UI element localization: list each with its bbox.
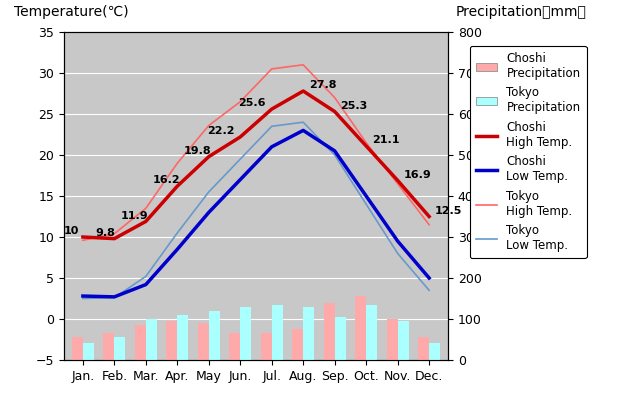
Text: 25.3: 25.3	[340, 101, 367, 111]
Legend: Choshi
Precipitation, Tokyo
Precipitation, Choshi
High Temp., Choshi
Low Temp., : Choshi Precipitation, Tokyo Precipitatio…	[470, 46, 586, 258]
Bar	[229, 333, 240, 360]
Text: Temperature(℃): Temperature(℃)	[14, 5, 129, 19]
Bar	[418, 338, 429, 360]
Bar	[103, 333, 115, 360]
Bar	[324, 302, 335, 360]
Text: 9.8: 9.8	[95, 228, 115, 238]
Bar	[303, 307, 314, 360]
Text: 21.1: 21.1	[372, 135, 399, 145]
Text: 27.8: 27.8	[308, 80, 336, 90]
Bar	[209, 311, 220, 360]
Bar	[115, 338, 125, 360]
Text: 16.9: 16.9	[403, 170, 431, 180]
Bar	[387, 319, 397, 360]
Bar	[335, 317, 346, 360]
Text: 10: 10	[63, 226, 79, 236]
Text: 16.2: 16.2	[152, 175, 180, 185]
Bar	[366, 305, 377, 360]
Bar	[292, 329, 303, 360]
Bar	[355, 296, 366, 360]
Bar	[429, 343, 440, 360]
Bar	[397, 321, 409, 360]
Bar	[240, 307, 252, 360]
Bar	[177, 315, 188, 360]
Bar	[146, 319, 157, 360]
Text: 25.6: 25.6	[239, 98, 266, 108]
Bar	[198, 323, 209, 360]
Bar	[83, 343, 94, 360]
Bar	[166, 321, 177, 360]
Bar	[260, 333, 272, 360]
Text: Precipitation（mm）: Precipitation（mm）	[456, 5, 586, 19]
Text: 12.5: 12.5	[435, 206, 462, 216]
Bar	[72, 338, 83, 360]
Bar	[272, 305, 283, 360]
Text: 22.2: 22.2	[207, 126, 234, 136]
Bar	[135, 325, 146, 360]
Text: 11.9: 11.9	[121, 211, 148, 221]
Text: 19.8: 19.8	[184, 146, 211, 156]
